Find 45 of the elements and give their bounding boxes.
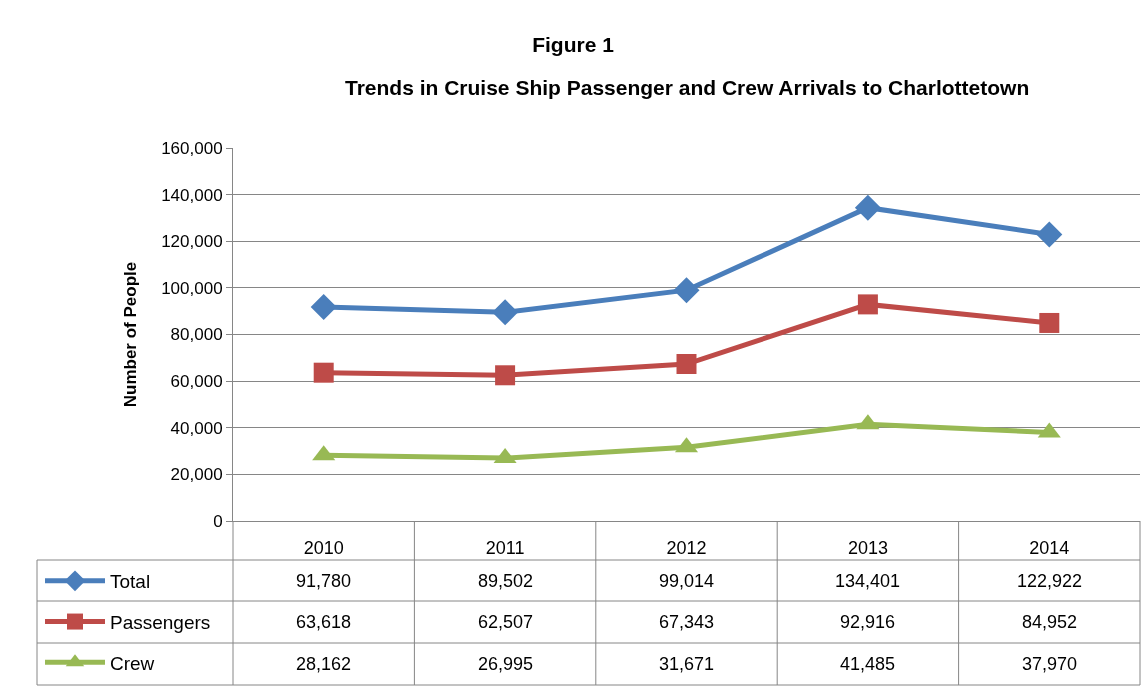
y-tick-label: 80,000 bbox=[170, 325, 223, 345]
point bbox=[673, 277, 700, 304]
x-tick-label: 2013 bbox=[847, 537, 888, 558]
data-label: 122,922 bbox=[1017, 571, 1083, 591]
y-tick-label: 160,000 bbox=[161, 138, 223, 158]
data-label: 134,401 bbox=[835, 571, 901, 591]
point bbox=[676, 354, 697, 375]
data-label: 84,952 bbox=[1022, 612, 1078, 632]
y-axis-title: Number of People bbox=[120, 261, 140, 408]
point bbox=[310, 294, 337, 321]
y-tick-label: 20,000 bbox=[170, 465, 223, 485]
legend-label: Passengers bbox=[110, 611, 211, 633]
y-tick-label: 120,000 bbox=[161, 232, 223, 252]
point bbox=[854, 194, 881, 221]
data-label: 89,502 bbox=[478, 571, 534, 591]
point bbox=[1039, 312, 1060, 333]
data-label: 26,995 bbox=[478, 654, 534, 674]
data-label: 28,162 bbox=[296, 654, 352, 674]
data-label: 92,916 bbox=[840, 612, 896, 632]
x-tick-label: 2012 bbox=[666, 537, 707, 558]
point bbox=[1036, 221, 1063, 248]
y-tick-label: 100,000 bbox=[161, 278, 223, 298]
data-label: 67,343 bbox=[659, 612, 715, 632]
point bbox=[313, 362, 334, 383]
x-tick-label: 2010 bbox=[303, 537, 344, 558]
data-label: 91,780 bbox=[296, 571, 352, 591]
data-label: 31,671 bbox=[659, 654, 715, 674]
point bbox=[495, 365, 516, 386]
data-label: 41,485 bbox=[840, 654, 896, 674]
legend-label: Total bbox=[110, 571, 151, 593]
data-label: 62,507 bbox=[478, 612, 534, 632]
x-tick-label: 2011 bbox=[485, 537, 525, 558]
y-tick-label: 140,000 bbox=[161, 185, 223, 205]
point bbox=[857, 294, 878, 315]
legend-label: Crew bbox=[110, 652, 155, 674]
y-tick-label: 0 bbox=[213, 511, 223, 531]
chart-title: Figure 1 bbox=[532, 33, 615, 57]
point bbox=[492, 299, 519, 326]
data-label: 63,618 bbox=[296, 612, 352, 632]
data-label: 37,970 bbox=[1022, 654, 1078, 674]
data-label: 99,014 bbox=[659, 571, 715, 591]
y-tick-label: 40,000 bbox=[170, 418, 223, 438]
x-tick-label: 2014 bbox=[1029, 537, 1070, 558]
y-tick-label: 60,000 bbox=[170, 372, 223, 392]
chart-subtitle: Trends in Cruise Ship Passenger and Crew Arrivals to Charlottetown bbox=[345, 76, 1030, 99]
